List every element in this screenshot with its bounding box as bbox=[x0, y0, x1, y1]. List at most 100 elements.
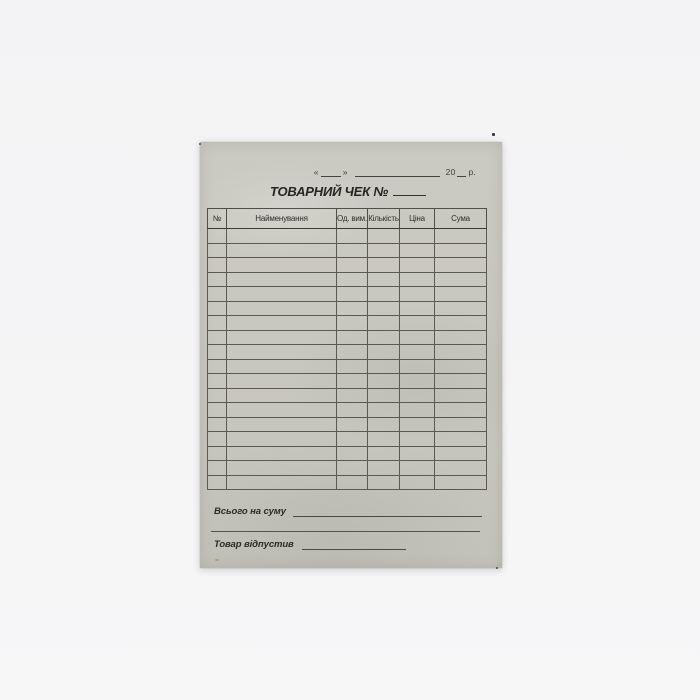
table-cell bbox=[226, 242, 337, 258]
items-table: № Найменування Од. вим. Кількість Ціна С… bbox=[207, 208, 487, 490]
receipt-title: ТОВАРНИЙ ЧЕК № bbox=[269, 184, 389, 199]
table-cell bbox=[207, 300, 227, 316]
table-row bbox=[207, 257, 487, 273]
table-row bbox=[207, 474, 487, 490]
table-cell bbox=[434, 445, 487, 461]
table-cell bbox=[367, 416, 400, 432]
column-header-number: № bbox=[207, 208, 227, 229]
table-cell bbox=[367, 344, 400, 360]
table-row bbox=[207, 271, 487, 287]
table-cell bbox=[434, 460, 487, 476]
table-cell bbox=[399, 373, 435, 389]
table-cell bbox=[336, 315, 368, 331]
table-row bbox=[207, 402, 487, 418]
table-cell bbox=[226, 228, 337, 244]
photo-artifact-top-left bbox=[199, 143, 201, 145]
table-cell bbox=[367, 271, 400, 287]
table-cell bbox=[226, 329, 337, 345]
table-cell bbox=[207, 416, 227, 432]
table-cell bbox=[207, 315, 227, 331]
table-cell bbox=[226, 402, 337, 418]
table-cell bbox=[399, 329, 435, 345]
table-cell bbox=[336, 228, 368, 244]
table-cell bbox=[399, 228, 435, 244]
table-cell bbox=[399, 358, 435, 374]
table-cell bbox=[399, 271, 435, 287]
table-cell bbox=[399, 286, 435, 302]
issued-by-row: Товар відпустив bbox=[214, 539, 406, 550]
date-year-blank bbox=[456, 167, 466, 177]
table-cell bbox=[226, 474, 337, 490]
receipt-paper: « » 20 р. ТОВАРНИЙ ЧЕК № № bbox=[199, 133, 502, 569]
issued-by-label: Товар відпустив bbox=[214, 539, 294, 550]
table-cell bbox=[336, 344, 368, 360]
column-header-unit: Од. вим. bbox=[336, 208, 368, 229]
total-sum-line2 bbox=[211, 530, 480, 532]
table-row bbox=[207, 416, 487, 432]
table-cell bbox=[226, 416, 337, 432]
total-sum-row: Всього на суму bbox=[214, 506, 482, 517]
table-cell bbox=[434, 329, 487, 345]
date-year-prefix: 20 bbox=[445, 167, 456, 177]
table-cell bbox=[226, 445, 337, 461]
table-cell bbox=[399, 402, 435, 418]
table-cell bbox=[207, 286, 227, 302]
table-cell bbox=[207, 228, 227, 244]
table-cell bbox=[336, 431, 368, 447]
table-row bbox=[207, 445, 487, 461]
column-header-sum: Сума bbox=[434, 208, 487, 229]
table-cell bbox=[367, 329, 400, 345]
photo-artifact-bottom-right bbox=[496, 567, 498, 569]
table-cell bbox=[336, 271, 368, 287]
open-quote: « bbox=[313, 167, 319, 177]
table-row bbox=[207, 344, 487, 360]
table-cell bbox=[336, 402, 368, 418]
date-day-blank bbox=[320, 167, 341, 177]
table-cell bbox=[207, 431, 227, 447]
table-cell bbox=[434, 271, 487, 287]
table-row bbox=[207, 300, 487, 316]
table-cell bbox=[434, 257, 487, 273]
table-row bbox=[207, 358, 487, 374]
table-cell bbox=[434, 431, 487, 447]
column-header-name: Найменування bbox=[226, 208, 337, 229]
table-row bbox=[207, 286, 487, 302]
table-cell bbox=[367, 358, 400, 374]
table-cell bbox=[336, 416, 368, 432]
table-cell bbox=[434, 228, 487, 244]
table-cell bbox=[434, 300, 487, 316]
column-header-price: Ціна bbox=[399, 208, 435, 229]
table-cell bbox=[207, 460, 227, 476]
table-cell bbox=[367, 257, 400, 273]
table-cell bbox=[399, 416, 435, 432]
table-cell bbox=[207, 445, 227, 461]
table-cell bbox=[226, 271, 337, 287]
table-cell bbox=[207, 271, 227, 287]
table-cell bbox=[399, 474, 435, 490]
table-cell bbox=[336, 387, 368, 403]
table-cell bbox=[336, 445, 368, 461]
table-cell bbox=[367, 286, 400, 302]
table-cell bbox=[226, 358, 337, 374]
table-cell bbox=[226, 315, 337, 331]
table-cell bbox=[367, 474, 400, 490]
table-cell bbox=[399, 445, 435, 461]
table-cell bbox=[207, 257, 227, 273]
table-row bbox=[207, 228, 487, 244]
table-cell bbox=[399, 344, 435, 360]
table-row bbox=[207, 329, 487, 345]
date-month-blank bbox=[354, 167, 440, 177]
table-cell bbox=[207, 387, 227, 403]
table-cell bbox=[336, 300, 368, 316]
table-cell bbox=[336, 257, 368, 273]
table-cell bbox=[226, 431, 337, 447]
table-cell bbox=[399, 242, 435, 258]
total-sum-label: Всього на суму bbox=[214, 506, 286, 517]
table-cell bbox=[367, 387, 400, 403]
table-row bbox=[207, 431, 487, 447]
table-cell bbox=[434, 358, 487, 374]
table-cell bbox=[434, 315, 487, 331]
table-cell bbox=[399, 387, 435, 403]
table-cell bbox=[336, 358, 368, 374]
table-cell bbox=[434, 416, 487, 432]
